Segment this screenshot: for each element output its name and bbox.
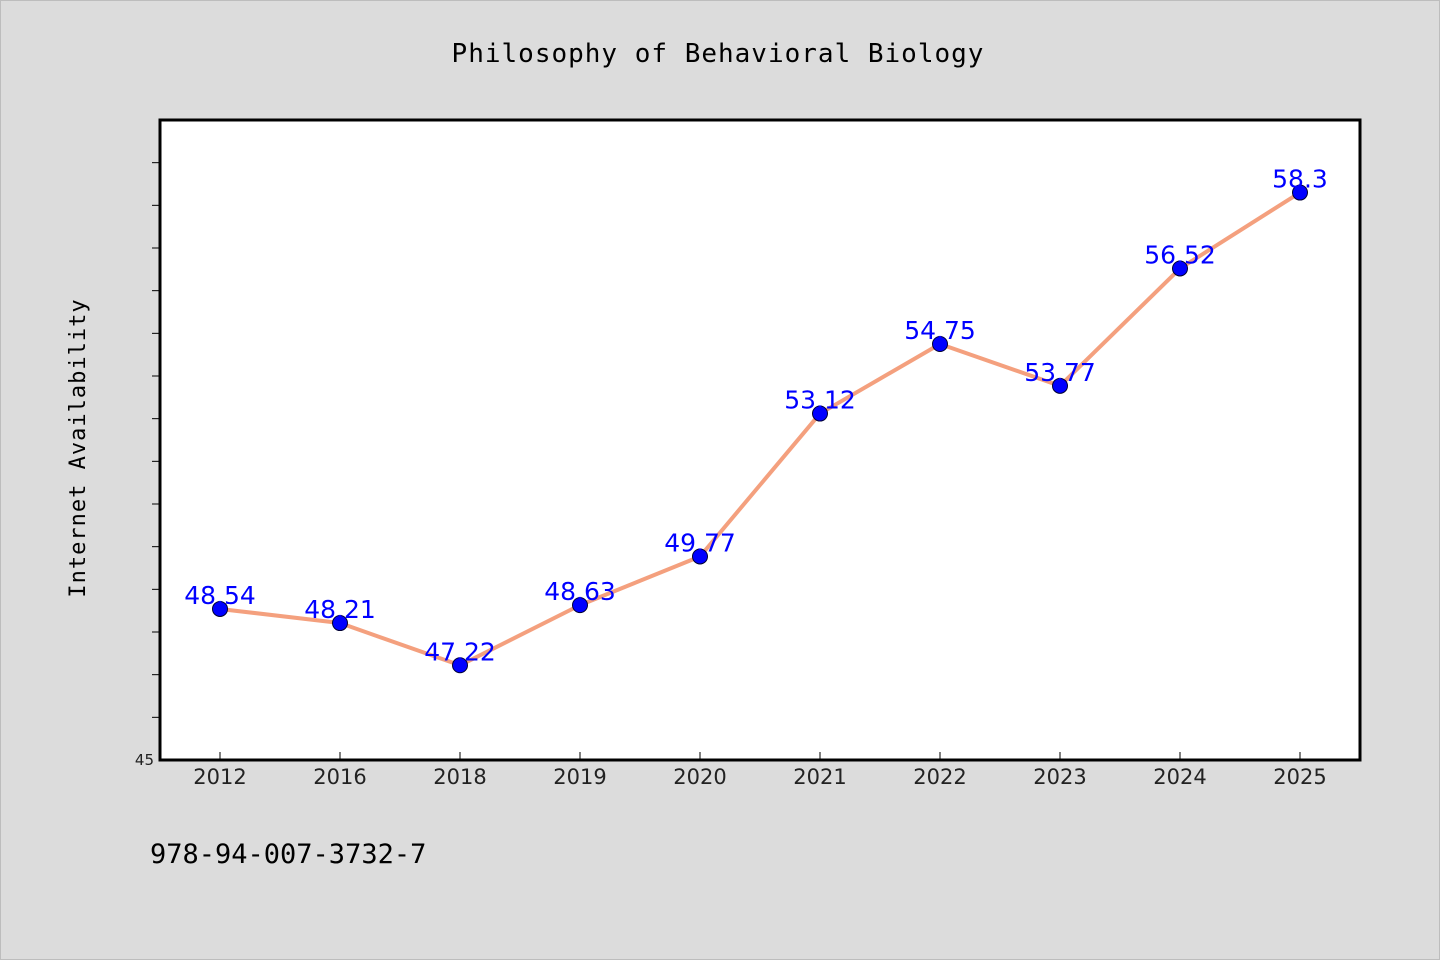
- x-tick-label: 2024: [1153, 765, 1206, 789]
- data-label: 48.63: [544, 577, 616, 606]
- isbn-text: 978-94-007-3732-7: [150, 839, 426, 870]
- data-label: 53.12: [784, 386, 856, 415]
- x-tick-label: 2022: [913, 765, 966, 789]
- data-point: [692, 548, 708, 565]
- data-label: 56.52: [1144, 240, 1216, 269]
- data-point: [1172, 260, 1188, 277]
- data-point: [572, 597, 588, 614]
- data-point: [332, 615, 348, 632]
- data-point: [212, 600, 228, 617]
- plot-area: [158, 118, 1362, 762]
- y-axis-ticks: 45: [135, 162, 160, 769]
- x-tick-label: 2025: [1273, 765, 1326, 789]
- data-point: [812, 405, 828, 422]
- chart-title: Philosophy of Behavioral Biology: [452, 39, 985, 69]
- data-label: 48.54: [184, 581, 256, 610]
- data-label: 53.77: [1024, 358, 1096, 387]
- x-tick-label: 2020: [673, 765, 726, 789]
- data-label: 49.77: [664, 528, 736, 557]
- data-point: [932, 336, 948, 352]
- data-point: [452, 657, 468, 674]
- x-axis-ticks: 2012 2016 2018 2019 2020 2021 2022 2023 2024 2025: [193, 752, 1327, 789]
- x-tick-label: 2019: [553, 765, 606, 789]
- data-label: 48.21: [304, 595, 376, 624]
- data-label: 54.75: [904, 316, 976, 345]
- series: 48.54 48.21 47.22 48.63 49.77 53.12 54.75 53.77…: [184, 165, 1328, 674]
- data-label: 58.3: [1272, 165, 1328, 194]
- x-tick-label: 2018: [433, 765, 486, 789]
- data-label: 47.22: [424, 637, 496, 666]
- data-point: [1052, 377, 1068, 394]
- data-point: [1292, 184, 1308, 201]
- x-tick-label: 2023: [1033, 765, 1086, 789]
- y-axis-label: Internet Availability: [66, 298, 91, 597]
- x-tick-label: 2012: [193, 765, 246, 789]
- x-tick-label: 2016: [313, 765, 366, 789]
- y-tick-label: 45: [135, 751, 154, 769]
- series-line: [218, 190, 1302, 668]
- x-tick-label: 2021: [793, 765, 846, 789]
